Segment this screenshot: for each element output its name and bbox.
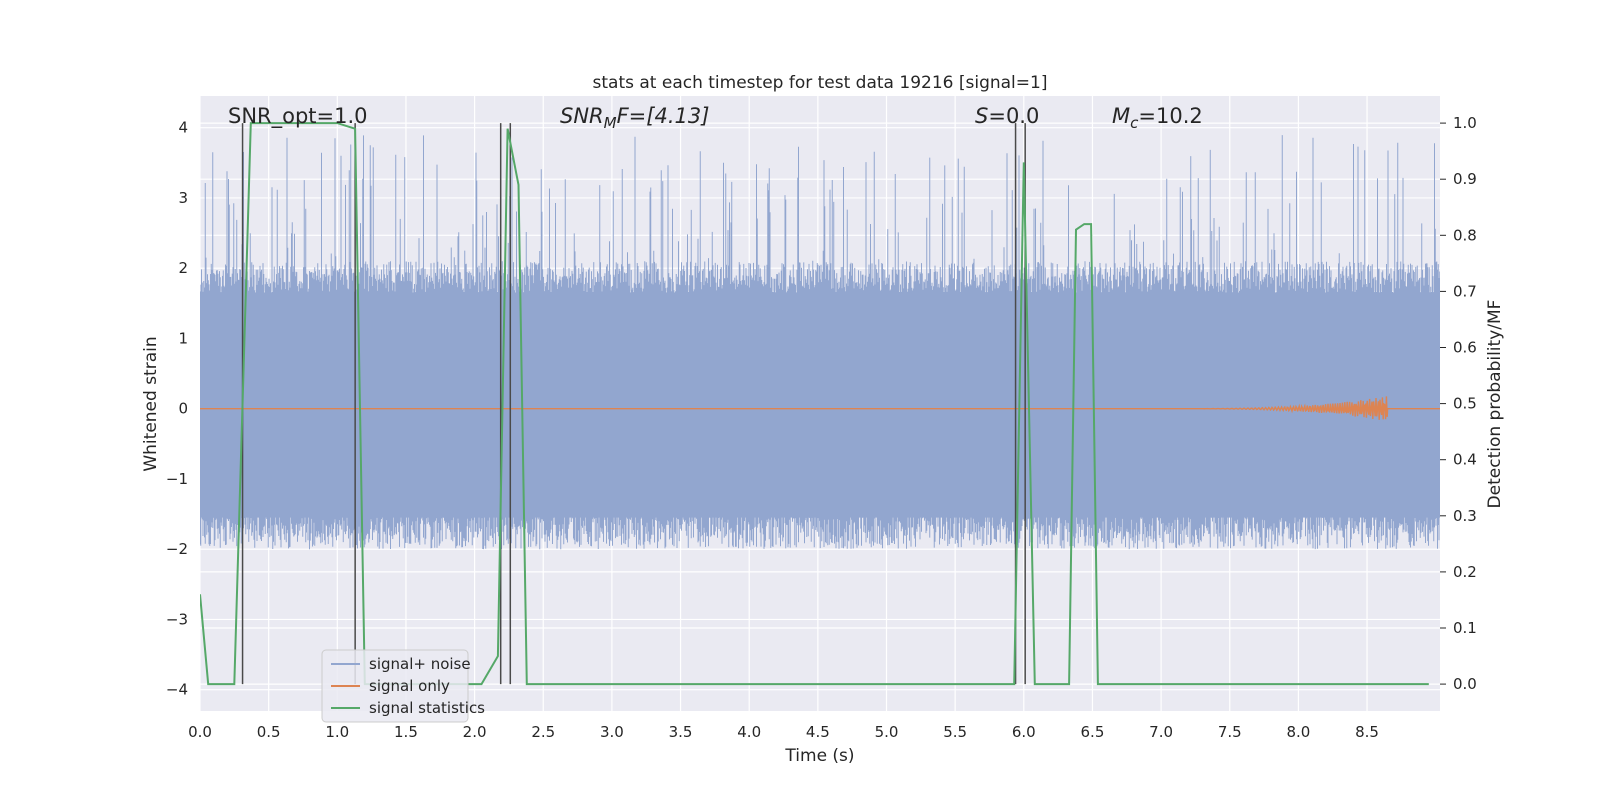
noise-trace: [200, 135, 1440, 550]
y2-tick-label: 0.3: [1453, 507, 1477, 525]
x-tick-label: 8.5: [1355, 723, 1379, 741]
mc-annotation: Mc=10.2: [1112, 104, 1203, 132]
y-axis-label: Whitened strain: [141, 336, 161, 471]
stats-series-line: [200, 122, 1429, 686]
y2-tick-label: 0.0: [1453, 675, 1477, 693]
chart-title: stats at each timestep for test data 192…: [593, 73, 1048, 93]
legend: signal+ noise signal only signal statist…: [321, 649, 485, 723]
x-tick-label: 0.0: [188, 723, 212, 741]
x-tick-label: 4.0: [737, 723, 761, 741]
y-tick-label: 4: [178, 119, 188, 137]
signal-only-series: [200, 396, 1440, 420]
x-tick-label: 6.0: [1012, 723, 1036, 741]
y2-axis-label: Detection probability/MF: [1485, 300, 1505, 509]
y2-tick-label: 0.1: [1453, 619, 1477, 637]
x-tick-label: 2.5: [531, 723, 555, 741]
y2-tick-label: 0.2: [1453, 563, 1477, 581]
y-tick-label: 0: [178, 400, 188, 418]
x-tick-label: 3.0: [600, 723, 624, 741]
y2-tick-label: 0.7: [1453, 282, 1477, 300]
x-tick-label: 7.0: [1149, 723, 1173, 741]
signal-only-line: [200, 396, 1440, 420]
x-tick-label: 6.5: [1081, 723, 1105, 741]
y-axis-ticks: 4 3 2 1 0 −1 −2 −3 −4: [166, 119, 188, 699]
y2-tick-label: 0.4: [1453, 451, 1477, 469]
y2-tick-label: 0.6: [1453, 339, 1477, 357]
y-tick-label: 3: [178, 189, 188, 207]
y2-tick-label: 0.5: [1453, 395, 1477, 413]
y-tick-label: 1: [178, 329, 188, 347]
legend-label-noise: signal+ noise: [369, 655, 471, 673]
x-tick-label: 2.0: [463, 723, 487, 741]
x-axis-label: Time (s): [784, 746, 854, 766]
y2-tick-label: 0.9: [1453, 170, 1477, 188]
x-axis-ticks: 0.0 0.5 1.0 1.5 2.0 2.5 3.0 3.5 4.0 4.5 5.0 5.5 6.0 6…: [188, 723, 1379, 741]
x-tick-label: 4.5: [806, 723, 830, 741]
y-tick-label: −2: [166, 540, 188, 558]
y2-tick-label: 1.0: [1453, 114, 1477, 132]
stats-line: [200, 122, 1429, 686]
x-tick-label: 1.5: [394, 723, 418, 741]
x-tick-label: 7.5: [1218, 723, 1242, 741]
x-tick-label: 5.5: [943, 723, 967, 741]
y-tick-label: −4: [166, 681, 188, 699]
y-tick-label: 2: [178, 259, 188, 277]
y-tick-label: −3: [166, 610, 188, 628]
snr-mf-annotation: SNRMF=[4.13]: [560, 104, 709, 132]
x-tick-label: 8.0: [1286, 723, 1310, 741]
x-tick-label: 0.5: [257, 723, 281, 741]
x-tick-label: 3.5: [669, 723, 693, 741]
x-tick-label: 1.0: [325, 723, 349, 741]
noise-series-line: [200, 135, 1440, 550]
legend-label-stats: signal statistics: [369, 699, 485, 717]
snr-opt-annotation: SNR_opt=1.0: [228, 104, 368, 129]
y-tick-label: −1: [166, 470, 188, 488]
y2-axis-ticks: 1.0 0.9 0.8 0.7 0.6 0.5 0.4 0.3 0.2 0.1 0.0: [1440, 114, 1477, 693]
s-annotation: S=0.0: [975, 104, 1039, 128]
legend-label-signal: signal only: [369, 677, 450, 695]
y2-tick-label: 0.8: [1453, 226, 1477, 244]
x-tick-label: 5.0: [875, 723, 899, 741]
